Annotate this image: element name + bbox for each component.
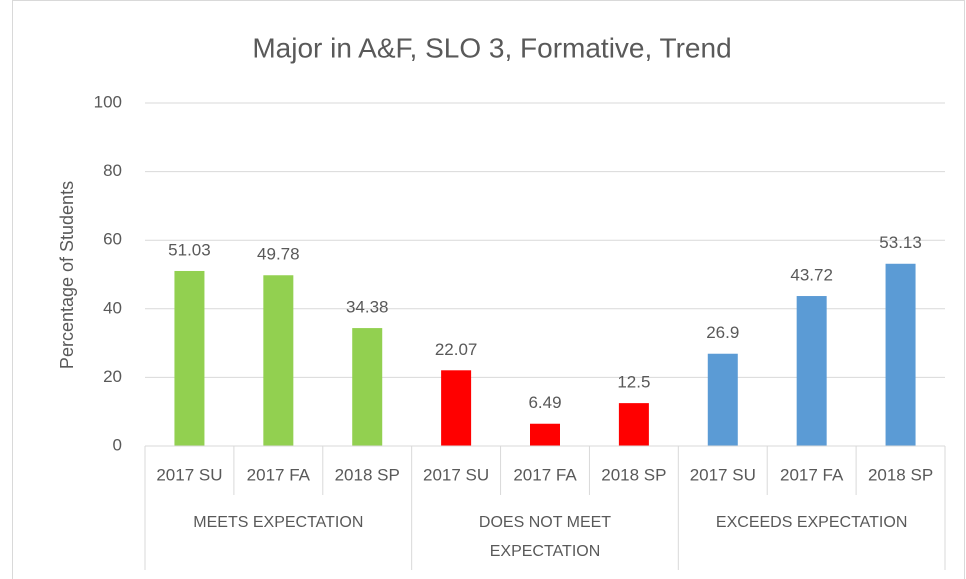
bar: [530, 423, 560, 446]
chart-title: Major in A&F, SLO 3, Formative, Trend: [252, 32, 731, 63]
data-label: 43.72: [790, 266, 833, 285]
bar: [441, 370, 472, 446]
bar: [174, 270, 205, 446]
y-tick-label: 20: [103, 367, 122, 386]
x-tick-label: 2018 SP: [868, 465, 933, 484]
y-tick-label: 80: [103, 161, 122, 180]
data-label: 22.07: [435, 340, 478, 359]
x-tick-label: 2018 SP: [335, 465, 400, 484]
group-label: DOES NOT MEET EXPECTATION: [478, 514, 612, 560]
bar: [263, 275, 294, 446]
data-label: 53.13: [879, 233, 922, 252]
group-label: MEETS EXPECTATION: [193, 514, 364, 531]
bar: [618, 403, 649, 446]
group-label: EXCEEDS EXPECTATION: [715, 514, 908, 531]
data-label: 34.38: [346, 298, 389, 317]
y-tick-label: 0: [113, 435, 122, 454]
bar: [885, 263, 916, 446]
data-label: 49.78: [257, 245, 300, 264]
bar: [796, 296, 827, 446]
y-tick-label: 60: [103, 230, 122, 249]
data-label: 12.5: [617, 373, 650, 392]
x-tick-label: 2017 SU: [423, 465, 489, 484]
x-tick-label: 2017 FA: [247, 465, 311, 484]
y-tick-label: 40: [103, 298, 122, 317]
y-axis-label: Percentage of Students: [57, 181, 77, 369]
bar: [707, 353, 738, 446]
x-tick-label: 2017 SU: [156, 465, 222, 484]
x-tick-label: 2017 FA: [780, 465, 844, 484]
x-tick-label: 2017 FA: [513, 465, 577, 484]
data-label: 51.03: [168, 240, 211, 259]
data-label: 26.9: [706, 323, 739, 342]
chart-border: [12, 0, 965, 579]
bar: [352, 328, 383, 446]
x-tick-label: 2018 SP: [601, 465, 666, 484]
y-tick-label: 100: [94, 92, 122, 111]
x-tick-label: 2017 SU: [690, 465, 756, 484]
data-label: 6.49: [528, 393, 561, 412]
